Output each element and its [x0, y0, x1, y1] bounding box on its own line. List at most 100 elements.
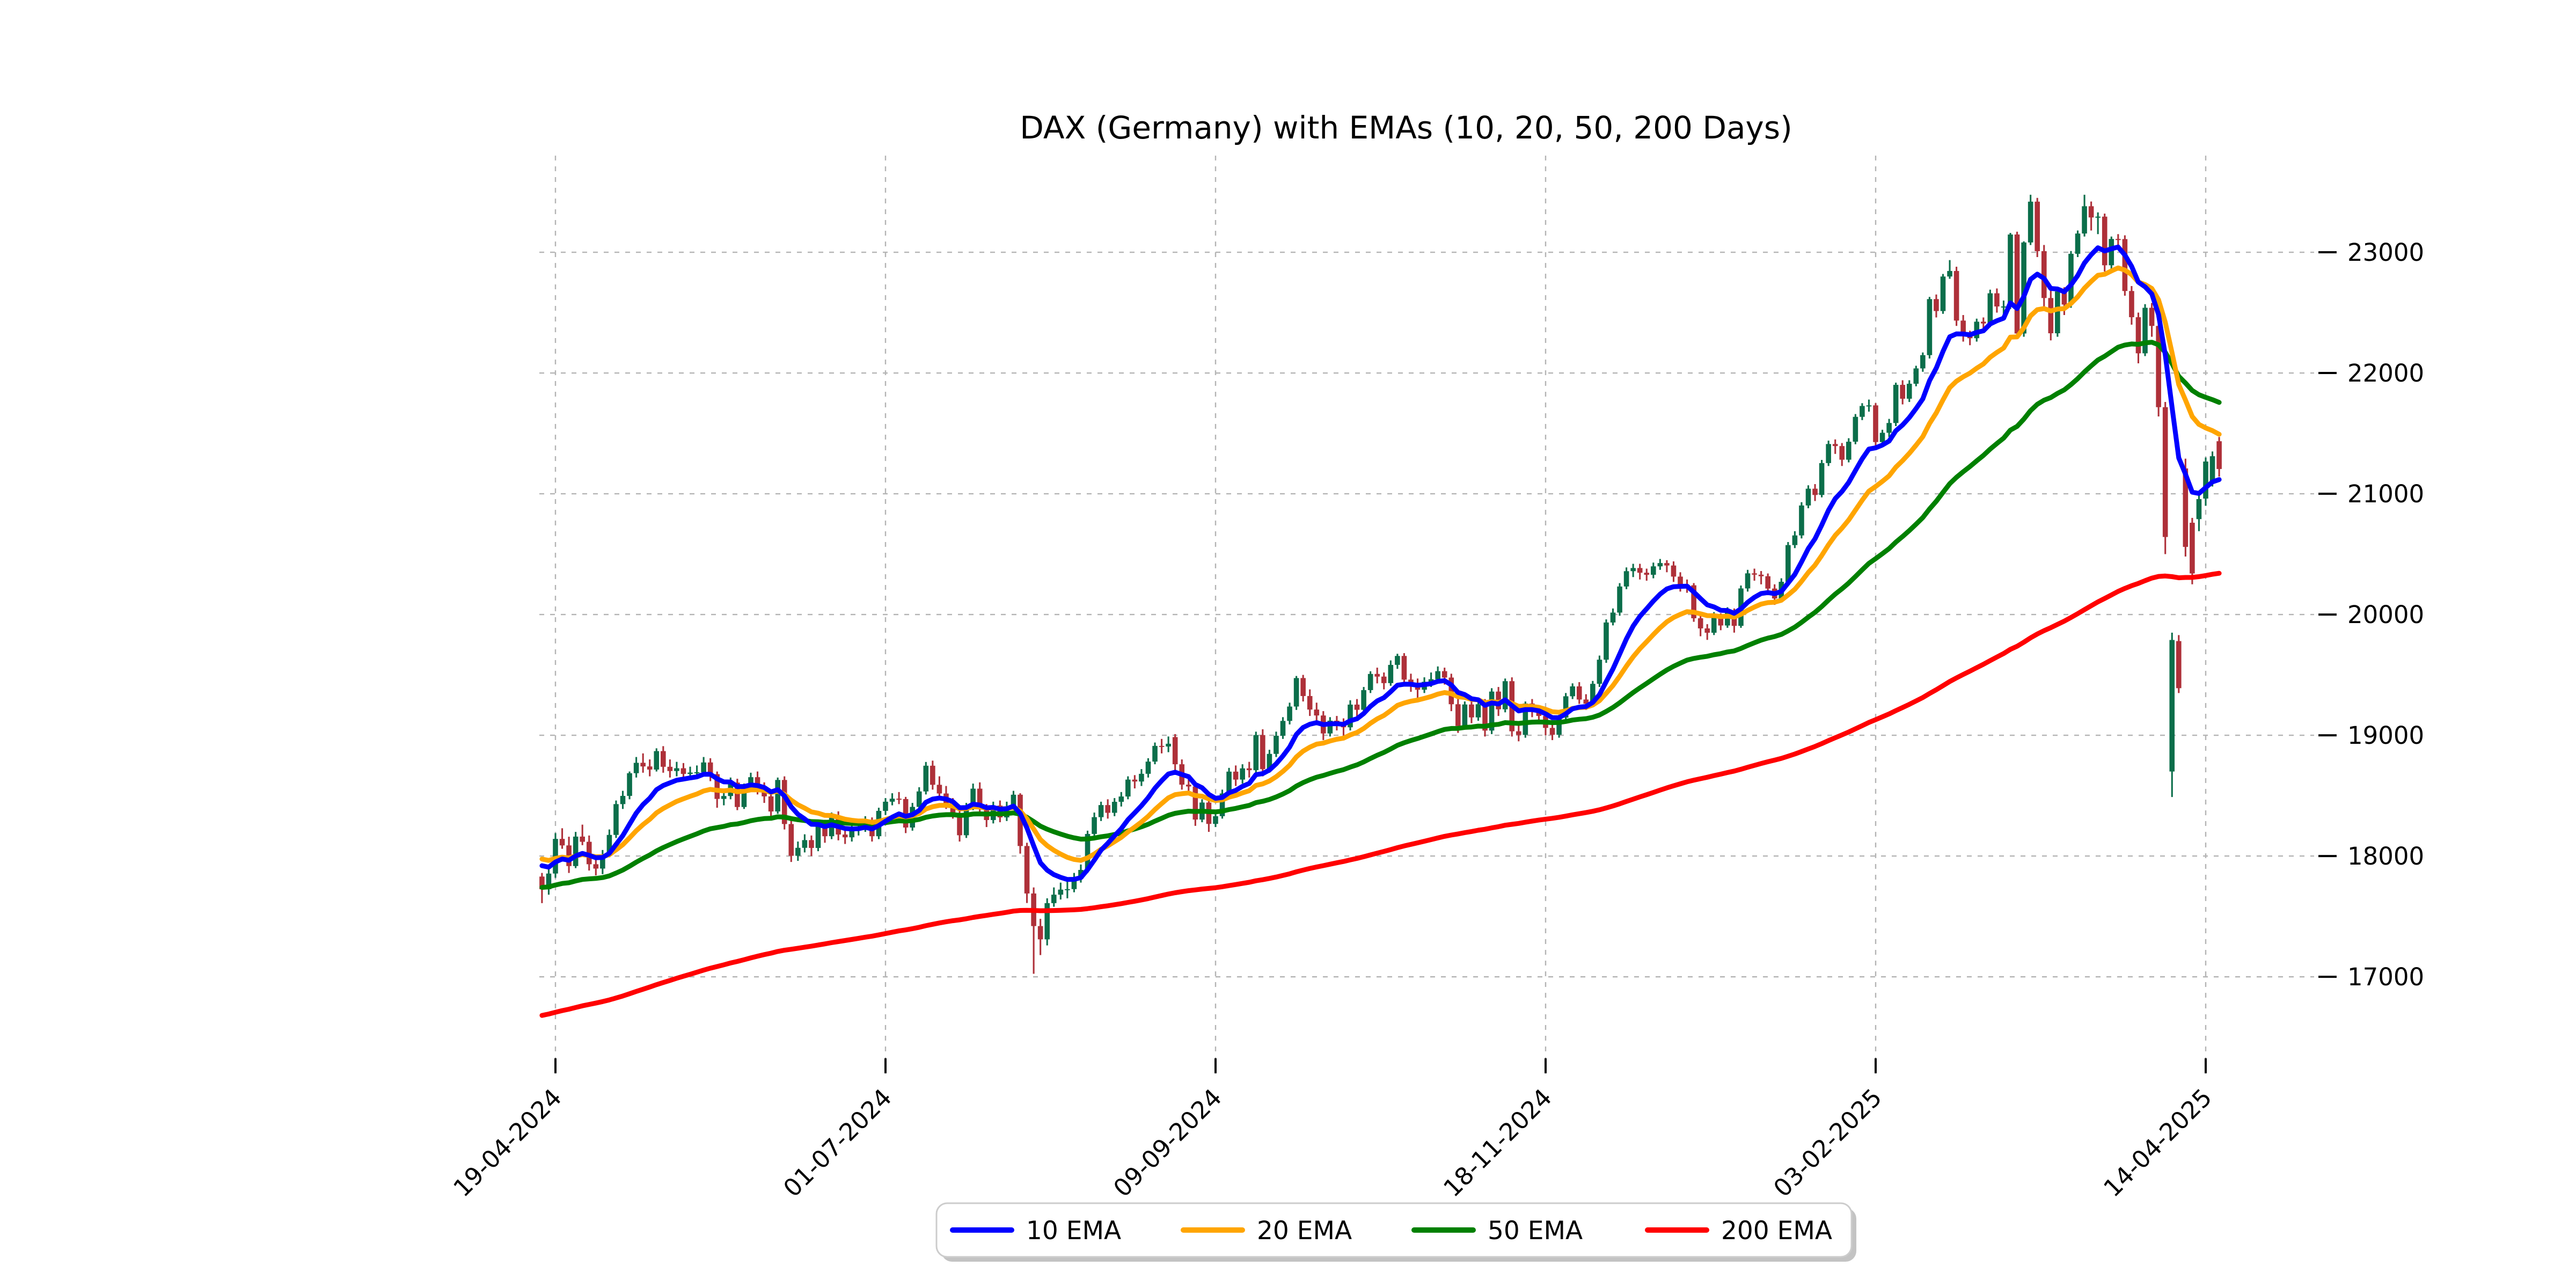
candle-up: [1563, 696, 1569, 718]
candle-up: [1361, 690, 1366, 710]
candle-up: [1853, 416, 1858, 442]
candle-down: [842, 835, 848, 838]
candle-up: [600, 855, 605, 869]
candle-up: [654, 751, 660, 770]
candle-up: [613, 804, 619, 835]
candle-up: [1489, 691, 1495, 731]
candle-up: [963, 807, 969, 836]
candle-down: [1482, 704, 1488, 731]
candle-down: [1953, 270, 1959, 321]
candle-down: [714, 774, 720, 799]
candle-up: [1604, 622, 1609, 660]
candle-down: [1246, 768, 1252, 771]
candle-up: [1651, 566, 1656, 575]
x-tick-label: 09-09-2024: [1108, 1083, 1227, 1202]
candle-up: [1280, 721, 1286, 736]
candle-down: [1192, 786, 1198, 820]
candle-up: [748, 777, 753, 787]
candle-down: [1132, 779, 1138, 782]
candle-up: [1860, 406, 1865, 417]
ema-line-20: [539, 265, 2222, 863]
candle-up: [1630, 568, 1636, 572]
candle-down: [1644, 573, 1650, 575]
candle-down: [2041, 251, 2047, 298]
candle-down: [680, 768, 686, 774]
candle-up: [1785, 545, 1791, 582]
candle-down: [977, 788, 983, 810]
candle-up: [1348, 704, 1353, 728]
candle-up: [1913, 368, 1919, 384]
candle-up: [795, 847, 801, 856]
candle-up: [1617, 586, 1622, 613]
candle-down: [1678, 576, 1683, 585]
candle-down: [1024, 846, 1030, 894]
candle-down: [2176, 641, 2182, 689]
candle-up: [1274, 735, 1279, 754]
candle-up: [1462, 704, 1468, 726]
legend-label-200ema: 200 EMA: [1721, 1216, 1832, 1246]
candle-up: [1879, 433, 1885, 442]
candle-down: [1718, 616, 1724, 626]
candle-up: [1475, 704, 1481, 718]
candle-up: [775, 780, 780, 812]
legend-label-50ema: 50 EMA: [1488, 1216, 1583, 1246]
candle-down: [1159, 745, 1165, 747]
candle-up: [2021, 242, 2026, 334]
candle-up: [1947, 270, 1952, 277]
candle-up: [1799, 505, 1804, 536]
x-tick-label: 19-04-2024: [448, 1083, 567, 1202]
candle-down: [1374, 674, 1380, 677]
candle-down: [2122, 239, 2128, 291]
candle-down: [1233, 771, 1239, 780]
candle-up: [1435, 671, 1440, 679]
candle-up: [2109, 239, 2114, 266]
legend-box: [935, 1202, 1853, 1258]
candle-down: [936, 785, 942, 794]
candle-down: [539, 876, 545, 889]
candle-down: [1994, 293, 2000, 307]
candle-up: [1556, 718, 1562, 735]
candle-down: [1381, 676, 1387, 683]
candle-up: [627, 773, 632, 796]
candle-up: [970, 788, 976, 807]
candle-down: [559, 839, 565, 846]
candle-down: [1018, 794, 1023, 846]
candle-up: [2142, 308, 2148, 354]
candle-down: [2048, 298, 2054, 333]
candle-up: [1792, 535, 1798, 545]
candle-up: [606, 835, 612, 856]
candle-up: [2169, 640, 2175, 772]
candle-down: [1704, 628, 1710, 633]
candle-up: [1920, 355, 1926, 369]
candle-down: [2216, 441, 2222, 469]
candle-up: [694, 772, 700, 773]
candle-down: [957, 813, 962, 836]
candle-down: [2116, 239, 2121, 240]
candle-down: [903, 799, 909, 828]
candle-down: [781, 780, 787, 824]
candle-up: [721, 796, 727, 799]
x-tick-label: 18-11-2024: [1438, 1083, 1557, 1202]
y-tick-label: 21000: [2347, 480, 2424, 508]
legend-label-10ema: 10 EMA: [1026, 1216, 1121, 1246]
candle-down: [1691, 585, 1696, 619]
candle-down: [1900, 385, 1905, 399]
candle-up: [1866, 405, 1872, 407]
candle-down: [1960, 320, 1966, 335]
candle-up: [1623, 571, 1629, 587]
candle-down: [1873, 405, 1878, 442]
candle-up: [1826, 444, 1831, 463]
candle-up: [1927, 299, 1933, 355]
candle-down: [661, 751, 666, 767]
ema-line-50: [539, 340, 2222, 890]
candle-up: [1502, 681, 1508, 709]
candle-down: [707, 762, 713, 774]
candle-up: [1657, 563, 1663, 567]
gridlines: [539, 156, 2314, 1058]
candle-up: [2082, 206, 2087, 234]
candle-up: [1011, 794, 1016, 807]
legend-label-20ema: 20 EMA: [1257, 1216, 1352, 1246]
candle-up: [1886, 423, 1892, 433]
candle-up: [1092, 817, 1097, 834]
candle-down: [2035, 201, 2040, 251]
